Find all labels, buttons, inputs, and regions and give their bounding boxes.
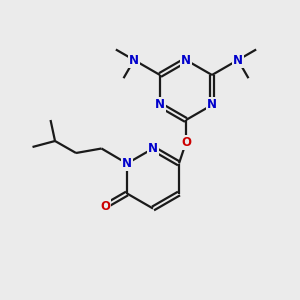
Text: N: N (122, 157, 132, 170)
Text: N: N (181, 53, 191, 67)
Text: N: N (129, 53, 139, 67)
Text: N: N (155, 98, 165, 112)
Text: O: O (100, 200, 110, 213)
Text: N: N (148, 142, 158, 155)
Text: N: N (233, 53, 243, 67)
Text: N: N (207, 98, 217, 112)
Text: O: O (181, 136, 191, 149)
